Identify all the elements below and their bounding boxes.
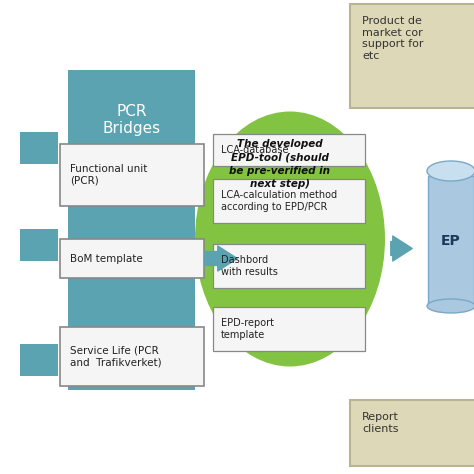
- FancyBboxPatch shape: [213, 134, 365, 166]
- FancyBboxPatch shape: [428, 176, 474, 306]
- FancyBboxPatch shape: [350, 400, 474, 466]
- Text: LCA-database: LCA-database: [221, 145, 289, 155]
- Text: Functional unit
(PCR): Functional unit (PCR): [70, 164, 147, 186]
- Text: The developed
EPD-tool (should
be pre-verified in
next step): The developed EPD-tool (should be pre-ve…: [229, 139, 330, 189]
- Ellipse shape: [427, 299, 474, 313]
- Text: Product de
market cor
support for
etc: Product de market cor support for etc: [362, 16, 423, 61]
- Text: BoM template: BoM template: [70, 254, 143, 264]
- Text: PCR
Bridges: PCR Bridges: [102, 104, 161, 136]
- Ellipse shape: [427, 161, 474, 181]
- FancyBboxPatch shape: [68, 70, 195, 390]
- Text: EP: EP: [441, 234, 461, 248]
- FancyBboxPatch shape: [213, 179, 365, 223]
- FancyBboxPatch shape: [350, 4, 474, 108]
- Text: EPD-report
template: EPD-report template: [221, 318, 274, 340]
- Text: Dashbord
with results: Dashbord with results: [221, 255, 278, 277]
- Ellipse shape: [195, 111, 385, 366]
- Text: Service Life (PCR
and  Trafikverket): Service Life (PCR and Trafikverket): [70, 346, 162, 367]
- FancyBboxPatch shape: [213, 244, 365, 288]
- FancyBboxPatch shape: [20, 344, 58, 376]
- FancyArrowPatch shape: [205, 246, 237, 271]
- Text: LCA-calculation method
according to EPD/PCR: LCA-calculation method according to EPD/…: [221, 190, 337, 212]
- FancyBboxPatch shape: [20, 229, 58, 261]
- FancyBboxPatch shape: [60, 239, 204, 278]
- FancyBboxPatch shape: [20, 132, 58, 164]
- Text: Report
clients: Report clients: [362, 412, 399, 434]
- FancyBboxPatch shape: [60, 327, 204, 386]
- FancyBboxPatch shape: [60, 144, 204, 206]
- FancyArrowPatch shape: [391, 236, 412, 261]
- FancyBboxPatch shape: [213, 307, 365, 351]
